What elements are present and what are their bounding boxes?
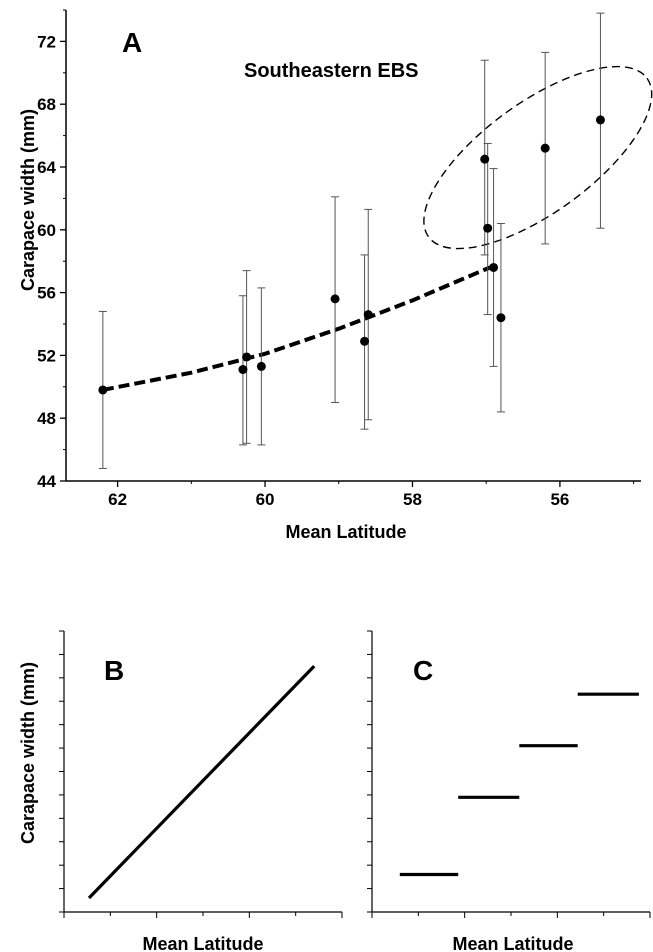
panel-a-data-point bbox=[483, 223, 493, 233]
panel-a-data-point bbox=[98, 385, 108, 395]
panel-a-x-tick-label: 62 bbox=[108, 490, 127, 509]
panel-c-label: C bbox=[413, 655, 433, 686]
panel-a: A Southeastern EBS Mean Latitude Carapac… bbox=[18, 9, 653, 542]
panel-a-x-tick-label: 58 bbox=[403, 490, 422, 509]
panel-a-data-point bbox=[256, 361, 266, 371]
panel-a-highlight-ellipse bbox=[423, 65, 653, 250]
panel-a-y-tick-label: 60 bbox=[37, 221, 56, 240]
panel-a-y-tick-label: 52 bbox=[37, 346, 56, 365]
panel-a-data-point bbox=[242, 352, 252, 362]
panel-b: B Mean Latitude Carapace width (mm) bbox=[18, 630, 343, 952]
panel-a-y-tick-label: 68 bbox=[37, 95, 56, 114]
panel-a-data-point bbox=[540, 143, 550, 153]
panel-a-data-point bbox=[363, 310, 373, 320]
panel-c: C Mean Latitude bbox=[367, 630, 651, 952]
panel-b-series-line bbox=[87, 664, 316, 900]
panel-a-y-tick-label: 44 bbox=[37, 472, 56, 491]
panel-a-data-point bbox=[360, 336, 370, 346]
panel-a-y-tick-label: 56 bbox=[37, 284, 56, 303]
panel-a-y-tick-label: 64 bbox=[37, 158, 56, 177]
panel-a-data-point bbox=[595, 115, 605, 125]
panel-a-data-point bbox=[480, 154, 490, 164]
panel-b-label: B bbox=[104, 655, 124, 686]
panel-a-x-tick-label: 56 bbox=[550, 490, 569, 509]
panel-a-trend-line bbox=[102, 265, 491, 392]
panel-a-data-point bbox=[489, 262, 499, 272]
panel-a-data-point bbox=[496, 313, 506, 323]
panel-a-y-tick-label: 48 bbox=[37, 409, 56, 428]
panel-a-y-axis-title: Carapace width (mm) bbox=[18, 109, 38, 291]
panel-b-x-axis-title: Mean Latitude bbox=[142, 934, 263, 952]
panel-a-label: A bbox=[122, 27, 142, 58]
panel-c-x-axis-title: Mean Latitude bbox=[452, 934, 573, 952]
panel-a-x-axis-title: Mean Latitude bbox=[285, 522, 406, 542]
panel-a-data-point bbox=[330, 294, 340, 304]
panel-a-data-point bbox=[238, 365, 248, 375]
panel-a-title: Southeastern EBS bbox=[244, 60, 418, 82]
panel-b-y-axis-title: Carapace width (mm) bbox=[18, 662, 38, 844]
panel-a-y-tick-label: 72 bbox=[37, 32, 56, 51]
panel-a-x-tick-label: 60 bbox=[256, 490, 275, 509]
